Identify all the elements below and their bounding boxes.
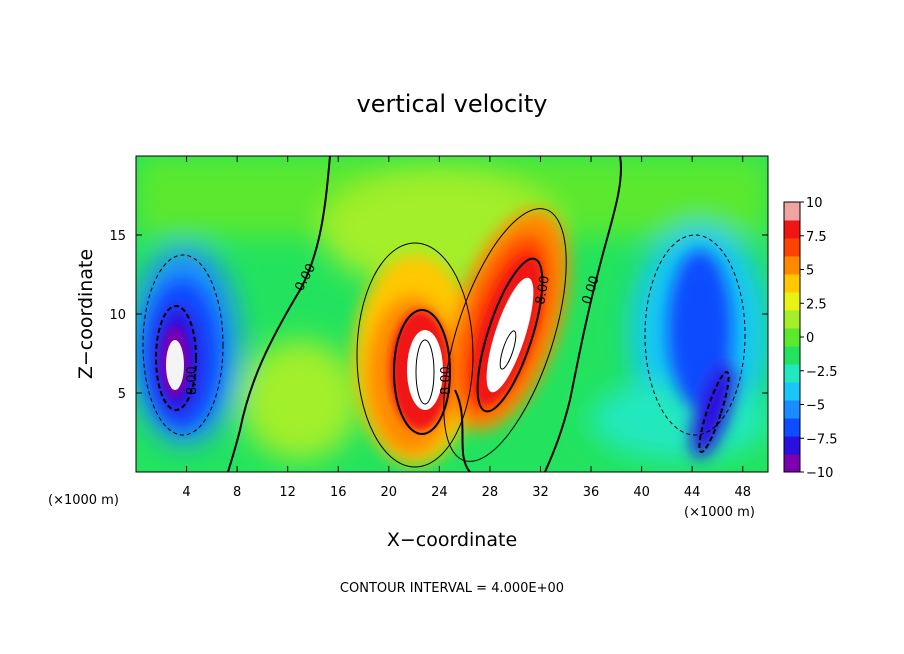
x-tick-label: 16 [330, 485, 347, 500]
colorbar-label: −10 [806, 466, 833, 481]
contour-neg8-left [155, 305, 197, 411]
colorbar-swatch [784, 364, 800, 383]
x-unit-left: (×1000 m) [48, 493, 119, 508]
y-axis-label: Z−coordinate [75, 249, 97, 379]
colorbar-swatch [784, 400, 800, 419]
colorbar-swatch [784, 328, 800, 347]
x-tick-label: 8 [233, 485, 241, 500]
colorbar-label: −7.5 [806, 432, 838, 447]
updraft-b-peak [486, 277, 534, 393]
colorbar-swatch [784, 346, 800, 365]
colorbar-swatch [784, 436, 800, 455]
contour-neg4-right [644, 234, 746, 436]
colorbar-swatch [784, 202, 800, 221]
x-axis-label: X−coordinate [387, 529, 517, 551]
x-axis: 4 8 12 16 20 24 28 32 36 40 44 48 [182, 156, 751, 500]
x-tick-label: 24 [431, 485, 448, 500]
contour-8-updraft-b [476, 257, 544, 413]
contour-neg8-right [698, 370, 730, 454]
contour-interval-note: CONTOUR INTERVAL = 4.000E+00 [340, 581, 564, 596]
contour-lines [142, 156, 746, 472]
contour-8-updraft-a [393, 309, 451, 435]
y-tick-label: 10 [109, 308, 126, 323]
colorbar-swatch [784, 418, 800, 437]
x-tick-label: 40 [633, 485, 650, 500]
x-tick-label: 44 [684, 485, 701, 500]
x-tick-label: 12 [279, 485, 296, 500]
x-tick-label: 28 [482, 485, 499, 500]
colorbar-label: −5 [806, 399, 825, 414]
colorbar-label: 5 [806, 264, 814, 279]
x-unit-right: (×1000 m) [684, 505, 755, 520]
contour-4-updraft-b [443, 208, 567, 462]
contour-label-8-updraft-a: 8.00 [439, 366, 454, 395]
colorbar-swatch [784, 220, 800, 239]
y-tick-label: 5 [118, 387, 126, 402]
left-min-peak [166, 340, 184, 390]
colorbar: 10 7.5 5 2.5 0 −2.5 −5 −7.5 −10 [783, 196, 838, 481]
x-tick-label: 36 [583, 485, 600, 500]
contour-neg4-left [142, 254, 224, 436]
colorbar-swatch [784, 310, 800, 329]
contour-label-8-left: 8.00 [185, 366, 200, 395]
colorbar-label: 7.5 [806, 230, 827, 245]
x-tick-label: 4 [182, 485, 190, 500]
x-tick-label: 48 [734, 485, 751, 500]
colorbar-swatch [784, 256, 800, 275]
colorbar-swatch [784, 292, 800, 311]
contour-4-updraft-a [356, 242, 474, 468]
colorbar-label: −2.5 [806, 365, 838, 380]
lower-positive-area [240, 340, 360, 460]
colorbar-label: 0 [806, 331, 814, 346]
contour-12-updraft-a [415, 339, 435, 405]
colorbar-swatch [784, 274, 800, 293]
y-tick-label: 15 [109, 229, 126, 244]
zero-contour-bottom [454, 389, 471, 472]
chart-title: vertical velocity [357, 90, 548, 118]
x-tick-label: 32 [532, 485, 549, 500]
contour-label-8-updraft-b: 8.00 [533, 275, 553, 306]
y-axis: 5 10 15 [109, 229, 768, 402]
colorbar-swatch [784, 238, 800, 257]
zero-contour-left [227, 156, 331, 472]
zero-contour-right [544, 156, 622, 472]
colorbar-swatch [784, 382, 800, 401]
velocity-field: 0.00 0.00 8.00 8.00 8.00 [136, 156, 768, 472]
contour-12-updraft-b [499, 330, 517, 370]
colorbar-label: 2.5 [806, 297, 827, 312]
x-tick-label: 20 [381, 485, 398, 500]
colorbar-label: 10 [806, 196, 823, 211]
updraft-a-peak [407, 330, 443, 410]
colorbar-swatch [784, 454, 800, 473]
